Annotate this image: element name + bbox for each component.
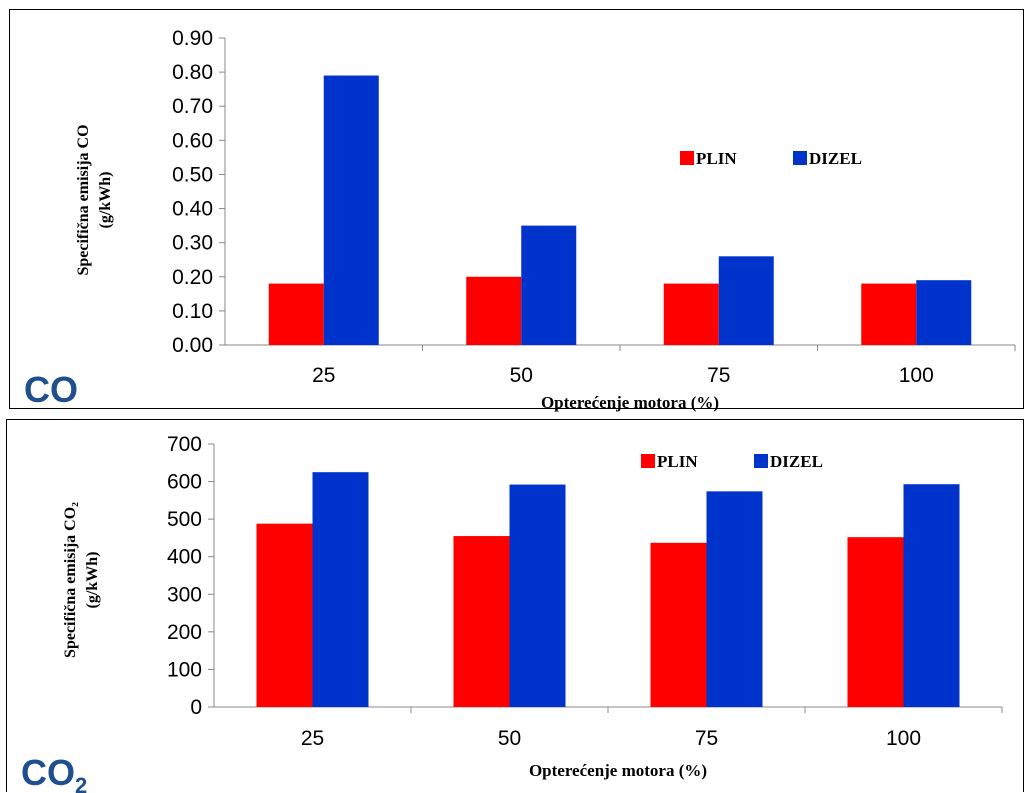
corner-label-subscript: 2 [75,773,87,793]
y-tick-label: 0.10 [172,300,213,323]
bar-dizel-50 [509,484,566,707]
y-tick-label: 300 [167,583,202,606]
y-tick-label: 100 [167,658,202,681]
y-axis-label-line2: (g/kWh) [97,172,114,229]
legend-label-dizel: DIZEL [809,149,862,168]
bar-plin-100 [861,283,917,345]
bar-dizel-50 [521,225,577,345]
x-category-label: 75 [707,364,730,387]
y-tick-label: 0.00 [172,334,213,357]
legend-swatch-plin [680,151,694,165]
co2-chart: 0 100 200 300 400 500 600 700 25 50 75 100 Opterećen… [21,433,1003,793]
co-chart-panel: 0.00 0.10 0.20 0.30 0.40 0.50 0.60 0.70 0.80 0.90… [9,9,1024,412]
co-chart: 0.00 0.10 0.20 0.30 0.40 0.50 0.60 0.70 0.80 0.90… [24,27,1016,412]
co2-chart-panel: 0 100 200 300 400 500 600 700 25 50 75 100 Opterećen… [6,419,1024,793]
bar-dizel-75 [718,256,774,345]
x-axis-label: Opterećenje motora (%) [541,393,719,412]
y-tick-label: 0 [190,696,202,719]
y-axis-label: Specifična emisija CO (g/kWh) [75,124,114,275]
legend-swatch-dizel [754,454,768,468]
legend-label-plin: PLIN [657,452,698,471]
y-tick-label: 0.40 [172,198,213,221]
y-tick-label: 0.60 [172,129,213,152]
corner-label: CO2 [21,752,87,793]
y-tick-label: 0.70 [172,95,213,118]
y-tick-label: 0.50 [172,163,213,186]
bar-plin-25 [256,523,313,707]
bar-dizel-75 [706,491,763,707]
y-axis-label-line1: Specifična emisija CO [75,124,92,275]
legend-swatch-dizel [793,151,807,165]
bar-plin-75 [650,542,707,707]
x-category-label: 25 [312,364,335,387]
x-category-label: 100 [886,727,921,750]
y-axis-label: Specifična emisija CO₂ (g/kWh) [62,502,101,658]
y-tick-label: 600 [167,471,202,494]
bar-dizel-100 [903,484,960,707]
bar-dizel-100 [916,280,972,345]
y-tick-label: 0.90 [172,27,213,50]
bar-dizel-25 [312,472,369,707]
y-tick-label: 0.20 [172,266,213,289]
bar-plin-25 [268,283,324,345]
y-axis-label-line1: Specifična emisija CO₂ [62,502,79,658]
y-tick-label: 200 [167,621,202,644]
legend-label-plin: PLIN [696,149,737,168]
y-tick-label: 0.80 [172,61,213,84]
bar-plin-50 [453,536,510,707]
x-category-label: 50 [498,727,521,750]
x-axis-label: Opterećenje motora (%) [529,761,707,780]
y-tick-label: 700 [167,433,202,456]
y-tick-label: 400 [167,546,202,569]
x-category-label: 100 [899,364,934,387]
x-category-label: 50 [510,364,533,387]
y-tick-label: 500 [167,508,202,531]
x-category-label: 25 [301,727,324,750]
bar-plin-50 [466,276,522,345]
legend-label-dizel: DIZEL [770,452,823,471]
x-category-label: 75 [695,727,718,750]
bar-plin-75 [663,283,719,345]
legend-swatch-plin [641,454,655,468]
corner-label: CO [24,369,78,410]
bar-dizel-25 [323,75,379,346]
bar-plin-100 [847,537,904,707]
y-axis-label-line2: (g/kWh) [84,552,101,609]
y-tick-label: 0.30 [172,232,213,255]
